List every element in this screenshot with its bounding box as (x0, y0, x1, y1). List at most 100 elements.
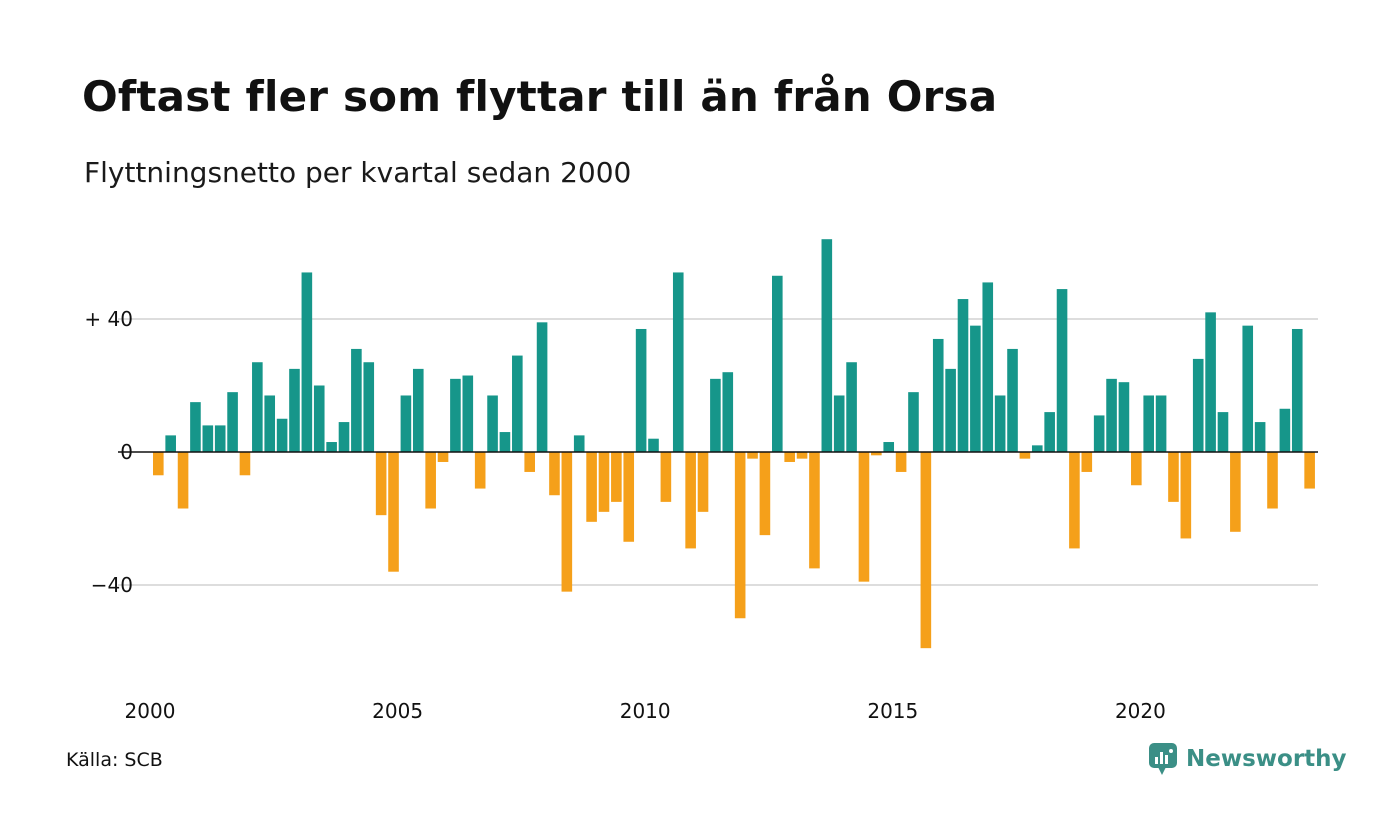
grid-lines (118, 318, 1318, 586)
bar (1081, 452, 1093, 472)
y-tick-label: −40 (91, 573, 133, 597)
brand-name: Newsworthy (1186, 746, 1347, 772)
bar (722, 372, 734, 452)
bar (970, 325, 981, 452)
bar (957, 299, 969, 452)
bar (685, 452, 696, 549)
bar (153, 452, 164, 476)
bar (1118, 382, 1130, 452)
bar (1254, 422, 1266, 452)
bar (338, 422, 350, 452)
bar (611, 452, 622, 502)
bar (1267, 452, 1278, 509)
bar (561, 452, 573, 592)
bar (1155, 395, 1167, 452)
bar (833, 395, 845, 452)
bar (301, 272, 313, 452)
bar (809, 452, 820, 569)
newsworthy-brand: Newsworthy (1148, 742, 1347, 776)
bar (1106, 378, 1117, 452)
bar (821, 239, 833, 452)
bar (1143, 395, 1154, 452)
bar (1019, 452, 1031, 459)
bar (512, 355, 523, 452)
bar (871, 452, 882, 456)
bar (549, 452, 560, 496)
bar (982, 282, 994, 452)
bar (165, 435, 176, 453)
bar (710, 378, 721, 452)
bar (895, 452, 907, 472)
bar (945, 368, 956, 453)
bar (1069, 452, 1080, 549)
bar (450, 378, 461, 452)
bar (351, 348, 362, 452)
chart-title: Oftast fler som flyttar till än från Ors… (82, 72, 998, 121)
bar (375, 452, 387, 516)
bar (227, 392, 238, 452)
y-tick-label: + 40 (84, 307, 133, 331)
bar (177, 452, 189, 509)
bar (932, 338, 944, 452)
bar (1056, 289, 1068, 452)
bar (1168, 452, 1179, 502)
bar (1044, 412, 1055, 452)
bar (425, 452, 436, 509)
bar (1217, 412, 1229, 452)
y-tick-label: 0 (120, 440, 133, 464)
bar (920, 452, 932, 649)
bar (1205, 312, 1216, 452)
bar (499, 432, 511, 452)
x-tick-label: 2000 (125, 699, 176, 723)
bar (400, 395, 412, 452)
bar (264, 395, 276, 452)
bar (1131, 452, 1142, 486)
bar (1291, 328, 1303, 452)
x-tick-label: 2005 (372, 699, 423, 723)
bar (573, 435, 585, 453)
bar (623, 452, 635, 542)
x-tick-label: 2010 (620, 699, 671, 723)
bar (672, 272, 684, 452)
bar (276, 418, 288, 452)
bar (772, 275, 783, 452)
bar (1031, 445, 1043, 452)
bar (239, 452, 251, 476)
bar (734, 452, 746, 619)
source-note: Källa: SCB (66, 749, 163, 771)
x-axis-ticks: 2000 2005 2010 2015 2020 (125, 699, 1166, 723)
bar (1230, 452, 1241, 532)
bar (586, 452, 597, 522)
bar (908, 392, 919, 452)
bar (796, 452, 808, 459)
bars (153, 239, 1315, 649)
bar (994, 395, 1006, 452)
bar (1093, 415, 1105, 452)
x-tick-label: 2015 (867, 699, 918, 723)
bar (747, 452, 758, 459)
bar (1007, 348, 1018, 452)
bar (313, 385, 325, 452)
bar (252, 362, 263, 452)
bar (190, 402, 201, 453)
bar (846, 362, 857, 452)
bar (1279, 408, 1291, 452)
bar (1180, 452, 1192, 539)
bar (388, 452, 399, 572)
bar (858, 452, 870, 582)
bar (648, 438, 659, 452)
bar (1242, 325, 1254, 452)
bar (1304, 452, 1315, 489)
bar (202, 425, 214, 452)
y-axis-ticks: + 40 0 −40 (84, 307, 133, 597)
bar (289, 368, 300, 453)
bar (524, 452, 535, 472)
bar (660, 452, 672, 502)
bar (326, 442, 337, 452)
bar (536, 322, 548, 452)
bar (462, 375, 474, 452)
chart-subtitle: Flyttningsnetto per kvartal sedan 2000 (84, 156, 632, 189)
x-tick-label: 2020 (1115, 699, 1166, 723)
bar (784, 452, 795, 462)
